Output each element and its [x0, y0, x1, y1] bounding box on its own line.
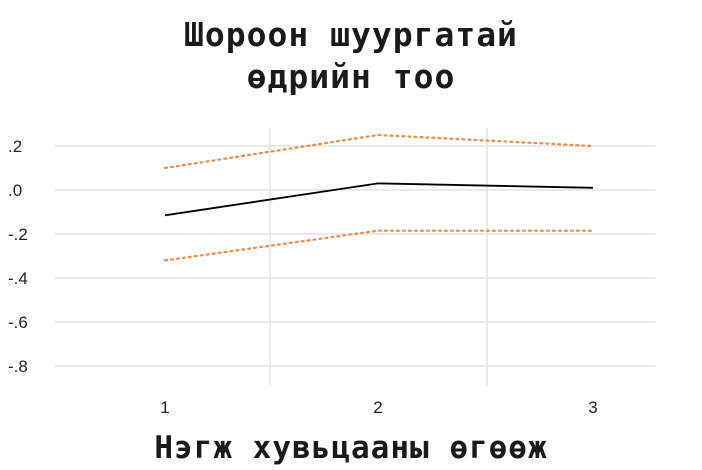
estimate-line: [164, 182, 594, 217]
chart-title: Шороон шуургатай өдрийн тоо: [0, 14, 702, 98]
chart-title-line-1: Шороон шуургатай: [184, 15, 518, 54]
y-tick-label: -.6: [8, 313, 28, 332]
y-tick-label: -.4: [8, 269, 28, 288]
confidence-band-line-2: [163, 229, 595, 262]
x-tick-label: 1: [160, 398, 169, 417]
x-tick-label: 2: [373, 398, 382, 417]
x-axis-label: Нэгж хувьцааны өгөөж: [154, 430, 548, 466]
y-tick-label: .2: [8, 137, 22, 156]
y-tick-label: -.2: [8, 225, 28, 244]
x-tick-label: 3: [588, 398, 597, 417]
y-tick-label: .0: [8, 181, 22, 200]
confidence-band-line-1: [163, 133, 595, 170]
y-tick-label: -.8: [8, 357, 28, 376]
chart-title-line-2: өдрийн тоо: [246, 57, 456, 96]
